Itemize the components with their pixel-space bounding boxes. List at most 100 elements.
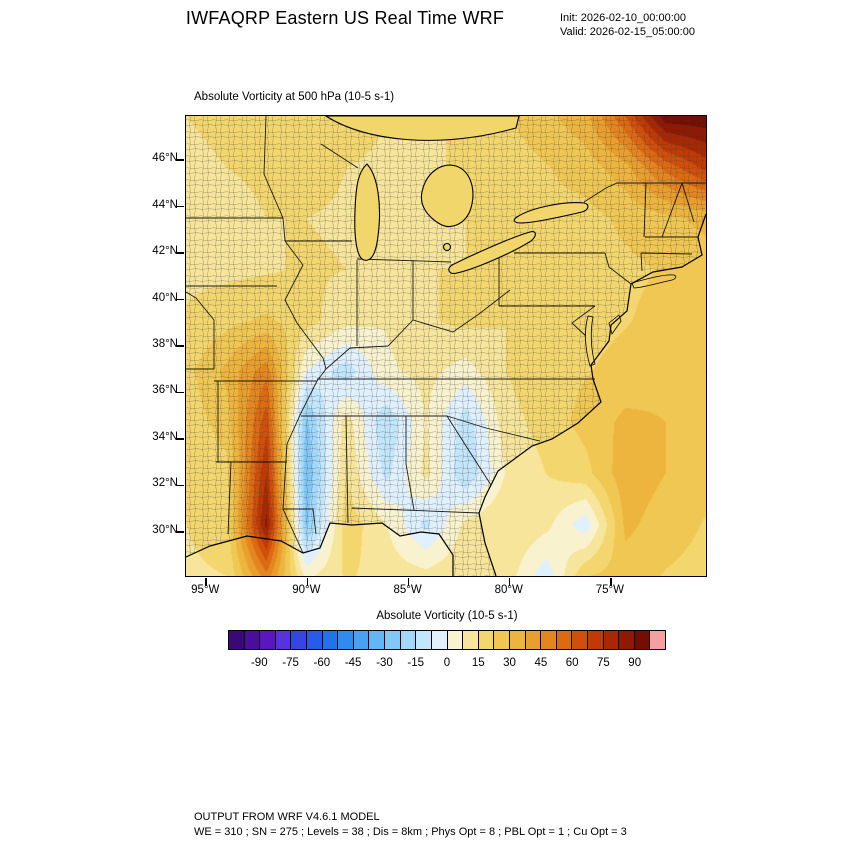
colorbar-segment [307, 631, 323, 649]
gulf-coast [186, 522, 454, 576]
colorbar-segment [416, 631, 432, 649]
colorbar-tick-label: -75 [282, 657, 299, 669]
colorbar-segment [494, 631, 510, 649]
lat-tick-mark [176, 298, 184, 301]
colorbar-tick-label: 30 [503, 657, 516, 669]
lat-axis: 46°N 44°N 42°N 40°N 38°N 36°N 34°N 32°N 30°N [128, 115, 178, 575]
lat-axis-label: 40°N [152, 291, 178, 304]
colorbar-segment [322, 631, 339, 649]
lake-huron [420, 164, 474, 228]
colorbar-segment [229, 631, 245, 649]
colorbar-segment [588, 631, 604, 649]
colorbar-segment [525, 631, 542, 649]
colorbar-segment [275, 631, 292, 649]
lon-tick-mark [610, 578, 612, 586]
lake-ontario [513, 202, 589, 224]
lake-st-clair [442, 242, 452, 252]
chesapeake-bay [585, 315, 596, 367]
bays [585, 314, 622, 367]
colorbar-segment [650, 631, 666, 649]
colorbar-segment [509, 631, 526, 649]
lake-michigan [354, 163, 381, 261]
colorbar-tick-label: 0 [443, 657, 451, 669]
colorbar-segment [572, 631, 589, 649]
map-frame [176, 115, 707, 586]
colorbar-segment [603, 631, 620, 649]
lon-axis: 95°W 90°W 85°W 80°W 75°W [185, 584, 705, 600]
lon-axis-label: 95°W [191, 584, 220, 596]
lon-tick-mark [205, 578, 207, 586]
colorbar-segment [431, 631, 448, 649]
colorbar-tick-label: 45 [534, 657, 548, 669]
lake-superior [324, 116, 520, 141]
page-title: IWFAQRP Eastern US Real Time WRF [185, 8, 505, 28]
colorbar-segment [556, 631, 573, 649]
coastlines [186, 213, 706, 576]
lat-axis-label: 46°N [152, 152, 178, 165]
lon-axis-label: 85°W [393, 584, 422, 596]
lat-tick-mark [176, 438, 184, 440]
colorbar-tick-label: 15 [471, 657, 485, 669]
colorbar-segment [400, 631, 417, 649]
colorbar-segment [541, 631, 557, 649]
colorbar-segment [619, 631, 635, 649]
lat-tick-mark [176, 531, 184, 533]
footer: OUTPUT FROM WRF V4.6.1 MODEL WE = 310 ; … [194, 810, 627, 840]
great-lakes [324, 116, 589, 274]
lake-erie [448, 231, 536, 274]
lat-tick-mark [176, 391, 184, 394]
lat-axis-label: 44°N [152, 198, 178, 211]
colorbar-tick-label: -90 [250, 657, 268, 669]
colorbar-segment [244, 631, 261, 649]
footer-line-2: WE = 310 ; SN = 275 ; Levels = 38 ; Dis … [194, 825, 627, 838]
lat-tick-mark [176, 159, 184, 161]
lat-axis-label: 42°N [152, 245, 178, 258]
lon-axis-label: 80°W [494, 584, 523, 596]
delaware-bay [608, 314, 622, 335]
lat-axis-label: 36°N [152, 384, 178, 397]
colorbar-segment [447, 631, 464, 649]
colorbar-tick-label: -15 [407, 657, 425, 669]
colorbar-tick-label: 75 [597, 657, 610, 669]
valid-time: Valid: 2026-02-15_05:00:00 [560, 26, 695, 39]
colorbar-segment [463, 631, 479, 649]
colorbar-tick-label: -45 [344, 657, 362, 669]
colorbar-segment [291, 631, 308, 649]
plot-subtitle: Absolute Vorticity at 500 hPa (10-5 s-1) [194, 91, 395, 103]
lat-tick-mark [176, 205, 184, 208]
land-county-texture [186, 116, 706, 576]
colorbar-ticks: -90 -75 -60 -45 -30 -15 0 15 30 45 60 75 90 [228, 657, 666, 672]
lat-axis-label: 32°N [152, 477, 178, 490]
lat-tick-mark [176, 345, 184, 347]
colorbar-segment [338, 631, 354, 649]
colorbar-tick-label: 90 [628, 657, 642, 669]
lon-axis-label: 75°W [595, 584, 625, 596]
colorbar-bar [228, 630, 666, 650]
colorbar-segment [353, 631, 370, 649]
colorbar-segment [260, 631, 276, 649]
state-boundaries [186, 116, 706, 554]
colorbar-segment [369, 631, 386, 649]
lon-axis-label: 90°W [292, 584, 321, 596]
map-overlay [186, 116, 706, 576]
run-times: Init: 2026-02-10_00:00:00 Valid: 2026-02… [560, 11, 695, 40]
colorbar-segment [478, 631, 495, 649]
lat-axis-label: 34°N [152, 430, 178, 443]
colorbar-tick-label: 60 [565, 657, 579, 669]
colorbar-tick-label: -30 [376, 657, 393, 669]
lat-axis-label: 38°N [152, 338, 178, 350]
long-island [631, 274, 677, 289]
init-time: Init: 2026-02-10_00:00:00 [560, 12, 686, 24]
colorbar-segment [634, 631, 651, 649]
lon-tick-mark [407, 578, 410, 586]
colorbar-tick-label: -60 [313, 657, 331, 669]
atlantic-coast [478, 213, 706, 576]
lon-tick-mark [508, 578, 511, 586]
lon-tick-mark [306, 578, 309, 586]
colorbar-segment [385, 631, 401, 649]
lat-tick-mark [176, 252, 184, 254]
colorbar-title: Absolute Vorticity (10-5 s-1) [376, 610, 518, 622]
lat-axis-label: 30°N [152, 523, 178, 536]
lat-tick-mark [176, 484, 184, 487]
